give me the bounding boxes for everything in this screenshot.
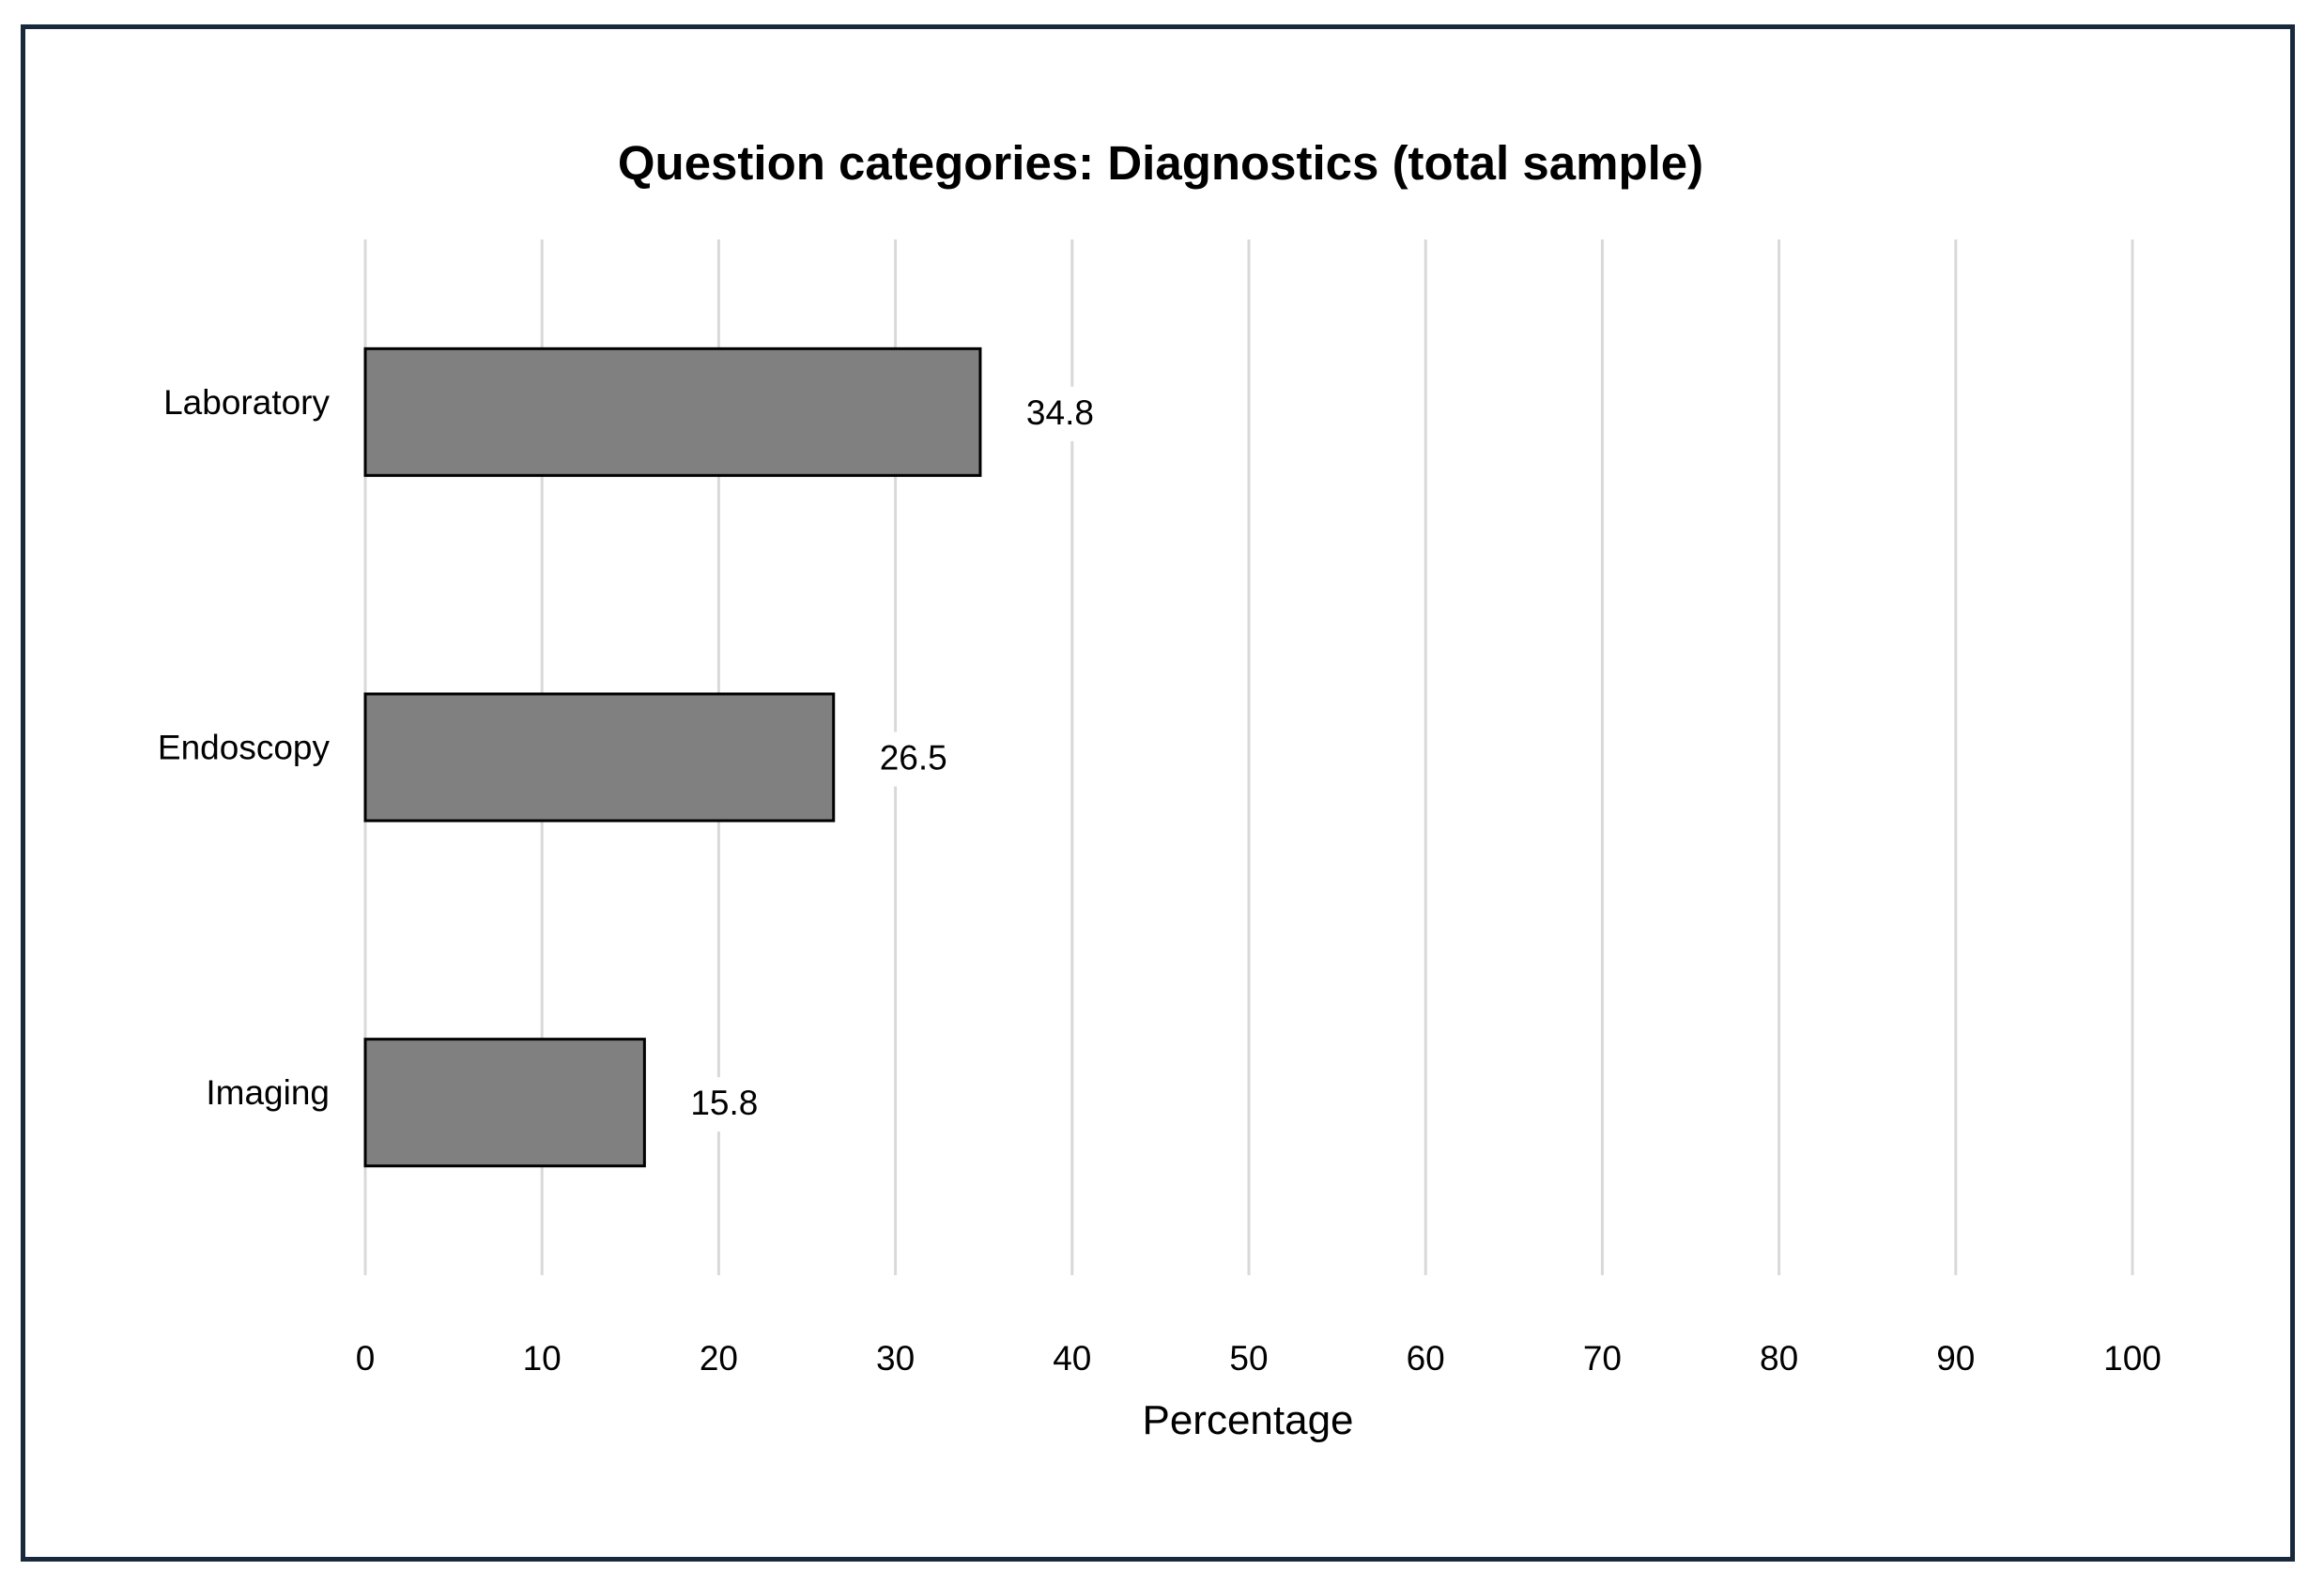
x-tick-label: 90: [1936, 1339, 1975, 1378]
x-tick-label: 10: [523, 1339, 562, 1378]
x-tick-label: 0: [356, 1339, 376, 1378]
x-tick-label: 80: [1760, 1339, 1798, 1378]
category-label: Laboratory: [163, 383, 330, 422]
x-tick-label: 20: [700, 1339, 738, 1378]
x-tick-label: 100: [2103, 1339, 2162, 1378]
data-label: 26.5: [880, 739, 947, 778]
data-label-background: [682, 1077, 767, 1132]
data-label: 34.8: [1026, 393, 1094, 432]
data-label-background: [1017, 386, 1102, 441]
data-label: 15.8: [690, 1084, 758, 1122]
x-tick-label: 40: [1053, 1339, 1091, 1378]
x-tick-label: 60: [1407, 1339, 1445, 1378]
chart-title: Question categories: Diagnostics (total …: [618, 136, 1703, 190]
bar-imaging: [363, 1038, 646, 1168]
bar-endoscopy: [363, 692, 836, 823]
category-label: Endoscopy: [158, 729, 331, 767]
category-labels: Laboratory Endoscopy Imaging: [158, 383, 331, 1112]
data-label-background: [870, 731, 956, 787]
data-labels: 34.8 26.5 15.8: [682, 386, 1102, 1132]
x-tick-label: 70: [1583, 1339, 1622, 1378]
x-tick-label: 50: [1229, 1339, 1268, 1378]
bar-laboratory: [363, 346, 982, 477]
category-label: Imaging: [206, 1073, 330, 1112]
x-axis-title: Percentage: [1142, 1397, 1353, 1443]
x-tick-label: 30: [876, 1339, 915, 1378]
x-axis-ticks: 0 10 20 30 40 50 60 70 80 90 100: [356, 1339, 2162, 1378]
bars: [363, 346, 982, 1168]
